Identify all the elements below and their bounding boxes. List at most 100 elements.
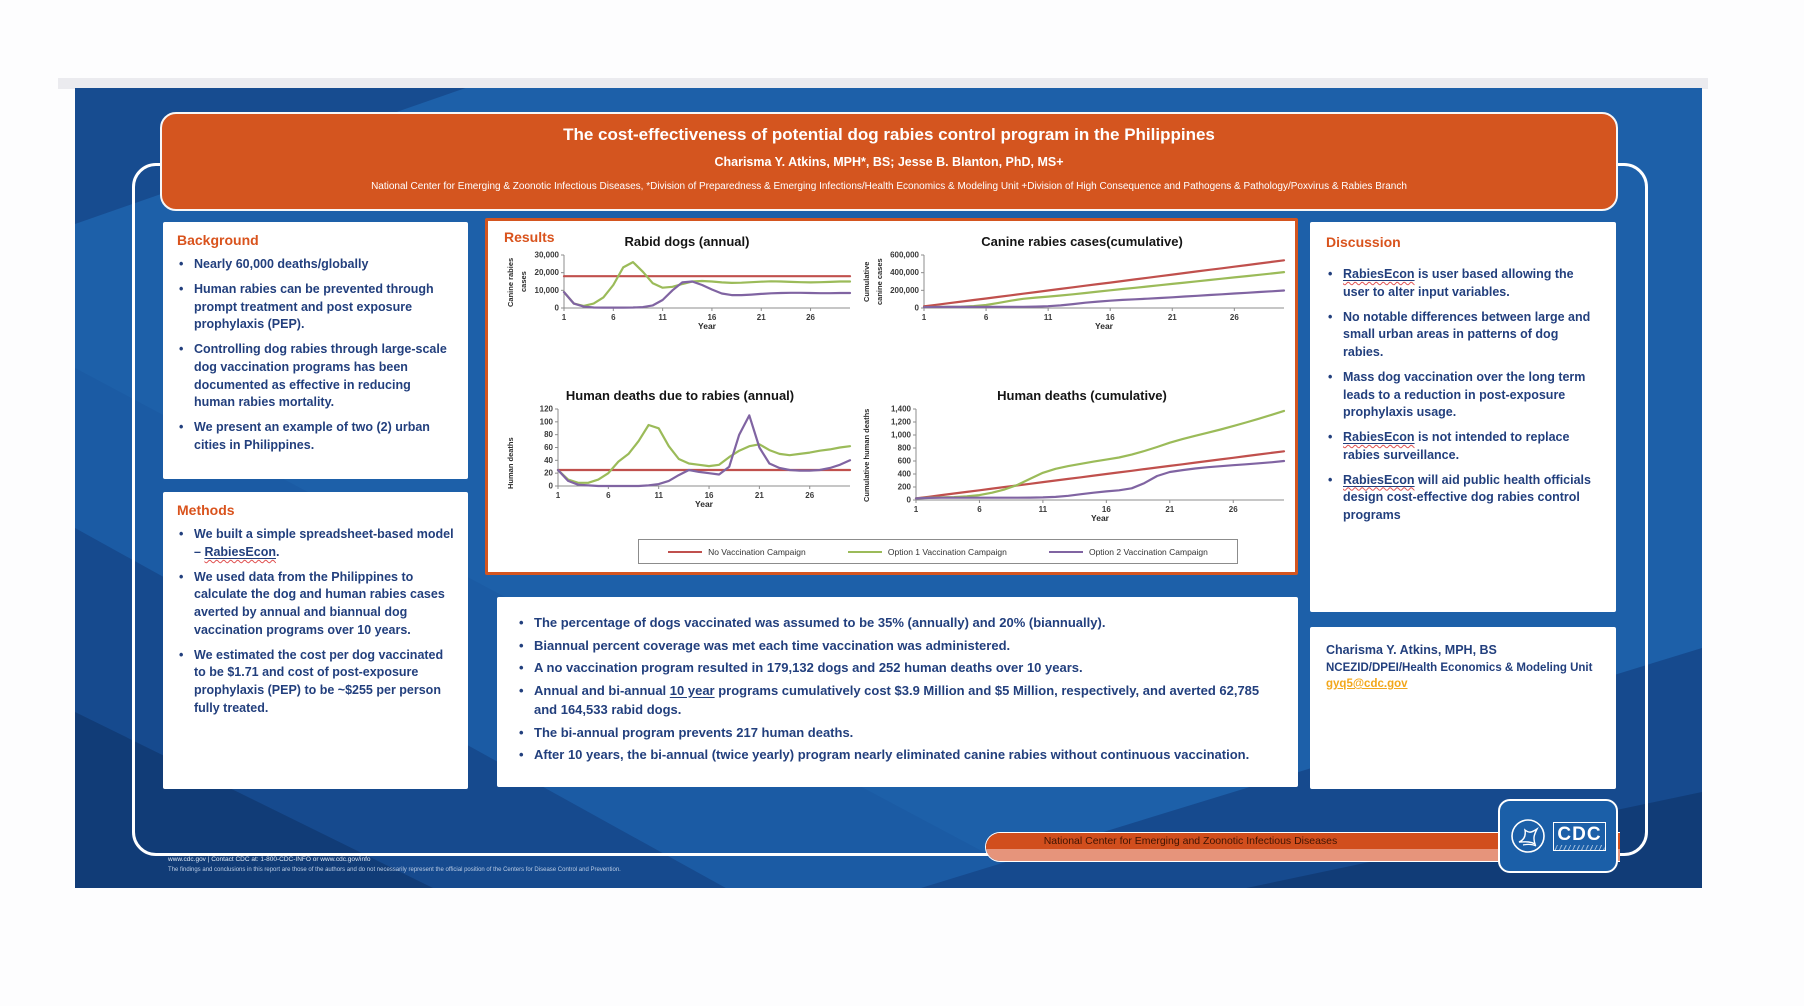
cdc-wordmark: CDC: [1553, 821, 1606, 851]
bullet-item: Mass dog vaccination over the long term …: [1326, 369, 1600, 422]
background-heading: Background: [177, 232, 259, 248]
poster-title: The cost-effectiveness of potential dog …: [563, 125, 1215, 144]
svg-text:600: 600: [898, 456, 912, 465]
bullet-item: Nearly 60,000 deaths/globally: [177, 256, 454, 274]
background-bullet-list: Nearly 60,000 deaths/globally Human rabie…: [177, 256, 454, 455]
svg-text:11: 11: [1039, 505, 1048, 514]
svg-text:21: 21: [757, 313, 766, 322]
svg-text:0: 0: [555, 303, 560, 312]
svg-text:40: 40: [544, 456, 553, 465]
svg-text:80: 80: [544, 430, 553, 439]
svg-text:600,000: 600,000: [890, 250, 919, 259]
svg-text:1: 1: [922, 313, 927, 322]
svg-text:26: 26: [1229, 505, 1238, 514]
footer-center-text: National Center for Emerging and Zoonoti…: [986, 833, 1620, 849]
poster-affiliation: National Center for Emerging & Zoonotic …: [371, 181, 1407, 192]
svg-text:21: 21: [1165, 505, 1174, 514]
discussion-bullet-list: RabiesEcon is user based allowing the us…: [1326, 266, 1600, 525]
svg-text:26: 26: [806, 313, 815, 322]
chart-human-deaths-annual: Human deaths due to rabies (annual) Huma…: [504, 388, 856, 527]
chart-y-axis-label: Cumulative human deaths: [862, 408, 871, 502]
bullet-item: RabiesEcon is not intended to replace ra…: [1326, 429, 1600, 465]
svg-text:60: 60: [544, 443, 553, 452]
svg-text:800: 800: [898, 443, 912, 452]
poster-header: The cost-effectiveness of potential dog …: [160, 112, 1618, 211]
svg-text:11: 11: [1044, 313, 1053, 322]
chart-y-axis-label: Human deaths: [506, 437, 515, 489]
contact-email-link[interactable]: gyq5@cdc.gov: [1326, 678, 1408, 690]
bullet-item: RabiesEcon will aid public health offici…: [1326, 472, 1600, 525]
legend-label: Option 2 Vaccination Campaign: [1088, 546, 1208, 557]
svg-text:26: 26: [805, 491, 814, 500]
svg-text:16: 16: [1102, 505, 1111, 514]
svg-text:1,200: 1,200: [891, 417, 912, 426]
bullet-item: After 10 years, the bi-annual (twice yea…: [517, 745, 1278, 765]
svg-text:16: 16: [1106, 313, 1115, 322]
footer-bar-accent: [986, 849, 1620, 861]
svg-text:10,000: 10,000: [535, 286, 560, 295]
svg-text:400: 400: [898, 469, 912, 478]
legend-item: Option 1 Vaccination Campaign: [847, 546, 1007, 557]
contact-panel: Charisma Y. Atkins, MPH, BS NCEZID/DPEI/…: [1310, 627, 1616, 789]
svg-text:400,000: 400,000: [890, 268, 919, 277]
bullet-item: No notable differences between large and…: [1326, 309, 1600, 362]
svg-text:Year: Year: [695, 499, 714, 509]
svg-text:11: 11: [658, 313, 667, 322]
legend-line-swatch: [668, 550, 703, 553]
svg-text:0: 0: [915, 303, 920, 312]
methods-bullet-list: We built a simple spreadsheet-based mode…: [177, 526, 454, 718]
chart-legend: No Vaccination Campaign Option 1 Vaccinat…: [638, 539, 1238, 564]
svg-text:11: 11: [654, 491, 663, 500]
svg-text:16: 16: [707, 313, 716, 322]
svg-text:1: 1: [914, 505, 919, 514]
bullet-item: Annual and bi-annual 10 year programs cu…: [517, 681, 1278, 720]
svg-text:120: 120: [540, 404, 554, 413]
svg-text:Year: Year: [1095, 321, 1114, 331]
bullet-item: We used data from the Philippines to cal…: [177, 569, 454, 640]
findings-bullet-list: The percentage of dogs vaccinated was as…: [517, 613, 1278, 765]
bullet-item: A no vaccination program resulted in 179…: [517, 658, 1278, 678]
results-heading: Results: [504, 229, 555, 245]
chart-y-axis-label: Canine rabies cases: [506, 257, 528, 307]
svg-text:6: 6: [606, 491, 611, 500]
svg-text:1: 1: [562, 313, 567, 322]
bullet-item: The bi-annual program prevents 217 human…: [517, 723, 1278, 743]
legend-item: Option 2 Vaccination Campaign: [1048, 546, 1208, 557]
contact-unit: NCEZID/DPEI/Health Economics & Modeling …: [1326, 662, 1593, 674]
bullet-item: We built a simple spreadsheet-based mode…: [177, 526, 454, 562]
svg-text:30,000: 30,000: [535, 250, 560, 259]
methods-panel: Methods We built a simple spreadsheet-ba…: [163, 492, 468, 789]
bullet-item: We estimated the cost per dog vaccinated…: [177, 647, 454, 718]
footer-disclaimer-line: The findings and conclusions in this rep…: [168, 867, 621, 874]
svg-text:6: 6: [611, 313, 616, 322]
poster-authors: Charisma Y. Atkins, MPH*, BS; Jesse B. B…: [714, 155, 1064, 169]
chart-human-deaths-cumulative: Human deaths (cumulative) Cumulative hum…: [860, 388, 1290, 527]
svg-text:21: 21: [1168, 313, 1177, 322]
footer-contact-line: www.cdc.gov | Contact CDC at: 1-800-CDC-…: [168, 856, 371, 863]
svg-text:20,000: 20,000: [535, 268, 560, 277]
discussion-heading: Discussion: [1326, 234, 1401, 250]
svg-text:6: 6: [977, 505, 982, 514]
hhs-eagle-icon: [1511, 819, 1546, 853]
svg-text:100: 100: [540, 417, 554, 426]
svg-text:Year: Year: [1091, 513, 1110, 523]
svg-text:26: 26: [1230, 313, 1239, 322]
chart-title: Rabid dogs (annual): [624, 234, 750, 249]
results-panel: Results Rabid dogs (annual) Canine rabie…: [485, 218, 1298, 575]
svg-text:16: 16: [705, 491, 714, 500]
svg-text:21: 21: [755, 491, 764, 500]
svg-text:6: 6: [984, 313, 989, 322]
methods-heading: Methods: [177, 502, 235, 518]
bullet-item: RabiesEcon is user based allowing the us…: [1326, 266, 1600, 302]
footer-fineprint: www.cdc.gov | Contact CDC at: 1-800-CDC-…: [168, 854, 621, 875]
bullet-item: Human rabies can be prevented through pr…: [177, 281, 454, 334]
page-top-strip: [58, 78, 1708, 89]
bullet-item: Controlling dog rabies through large-sca…: [177, 341, 454, 412]
legend-label: Option 1 Vaccination Campaign: [887, 546, 1007, 557]
discussion-panel: Discussion RabiesEcon is user based allo…: [1310, 222, 1616, 612]
svg-text:0: 0: [907, 495, 912, 504]
svg-text:20: 20: [544, 469, 553, 478]
findings-panel: The percentage of dogs vaccinated was as…: [497, 597, 1298, 787]
cdc-logo: CDC: [1498, 799, 1618, 873]
